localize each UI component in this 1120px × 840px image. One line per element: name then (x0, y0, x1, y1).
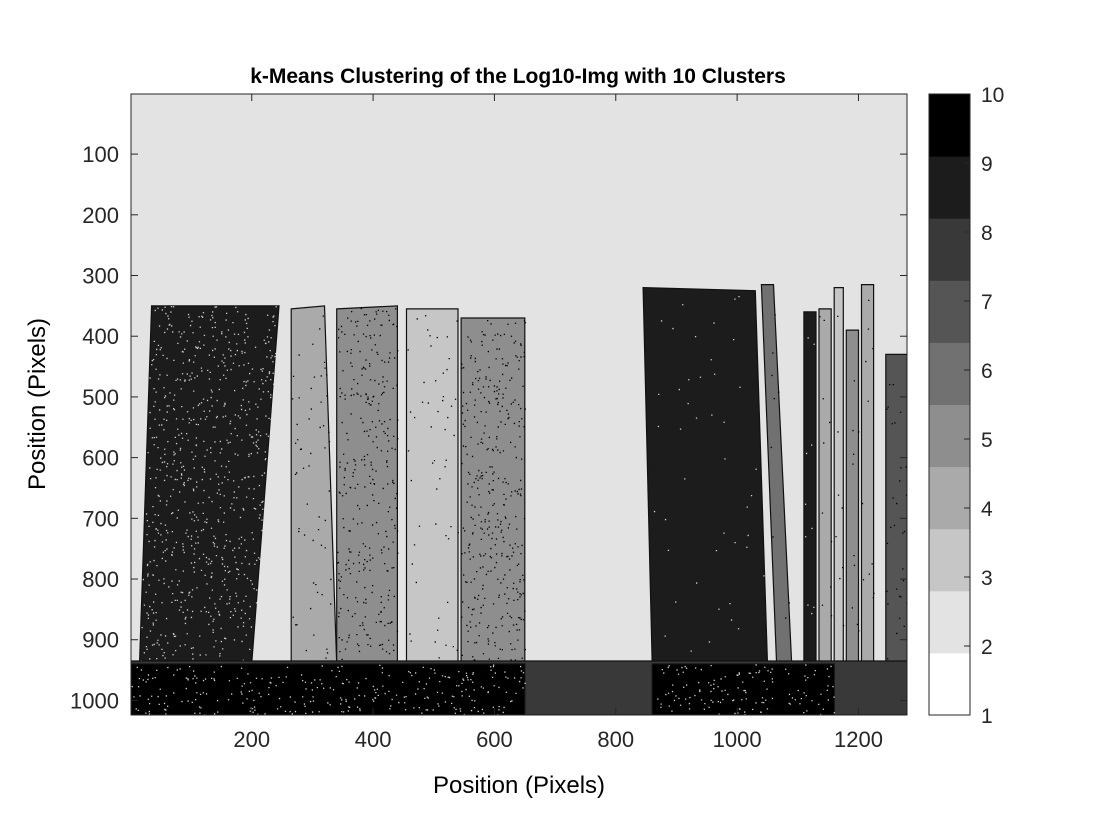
y-tick-label: 600 (82, 446, 119, 471)
y-tick-label: 700 (82, 506, 119, 531)
x-tick-label: 400 (355, 727, 392, 752)
plot-area (130, 93, 908, 716)
colorbar-tick-label: 1 (981, 705, 993, 728)
colorbar-tick-label: 3 (981, 567, 993, 590)
y-tick-label: 300 (82, 264, 119, 289)
cluster-region-edge-strip (885, 353, 907, 665)
cluster-region-floor-dark-right (651, 663, 835, 715)
colorbar-tick-label: 2 (981, 636, 993, 659)
y-tick-label: 900 (82, 628, 119, 653)
colorbar-segment (929, 342, 970, 405)
cluster-region-thin-spine-2 (803, 311, 817, 665)
y-axis-label: Position (Pixels) (24, 318, 51, 490)
y-tick-label: 1000 (70, 688, 119, 713)
colorbar: 1 2 3 4 5 6 7 8 9 10 (928, 84, 1004, 728)
colorbar-tick-label: 9 (981, 153, 993, 176)
colorbar-tick-label: 4 (981, 498, 993, 521)
x-axis-label: Position (Pixels) (433, 772, 605, 799)
y-tick-label: 400 (82, 324, 119, 349)
chart-title: k-Means Clustering of the Log10-Img with… (250, 65, 786, 88)
cluster-region-black-binder (642, 286, 769, 665)
colorbar-segment (929, 156, 970, 219)
y-tick-label: 100 (82, 142, 119, 167)
noise-speckle (819, 316, 833, 617)
colorbar-frame (928, 93, 971, 716)
y-tick-label: 800 (82, 567, 119, 592)
x-axis: 200 400 600 800 1000 1200 (233, 94, 883, 752)
colorbar-segment (929, 94, 970, 157)
cluster-region-thin-spine-3 (818, 308, 832, 665)
colorbar-segment (929, 652, 970, 716)
x-tick-label: 800 (597, 727, 634, 752)
noise-speckle (140, 306, 277, 666)
colorbar-tick-label: 6 (981, 360, 993, 383)
y-axis: 100 200 300 400 500 600 700 800 900 1000 (70, 142, 907, 713)
cluster-region-thin-spine-5 (845, 329, 860, 665)
colorbar-tick-label: 7 (981, 291, 993, 314)
colorbar-segment (929, 280, 970, 343)
cluster-region-thin-spine-6 (860, 284, 875, 665)
colorbar-segment (929, 404, 970, 468)
colorbar-segment (929, 528, 970, 592)
colorbar-segment (929, 466, 970, 530)
colorbar-tick-label: 5 (981, 429, 993, 452)
y-tick-label: 200 (82, 203, 119, 228)
cluster-region-light-book (405, 308, 459, 665)
colorbar-tick-label: 10 (981, 84, 1004, 107)
cluster-region-thin-spine-4 (833, 287, 844, 665)
colorbar-tick-label: 8 (981, 222, 993, 245)
x-tick-label: 600 (476, 727, 513, 752)
cluster-noise-dark-book-left (140, 306, 277, 666)
noise-speckle (291, 315, 332, 664)
x-tick-label: 200 (233, 727, 270, 752)
colorbar-segment (929, 590, 970, 654)
y-tick-label: 500 (82, 385, 119, 410)
cluster-noise-thin-spine-3 (819, 316, 833, 617)
cluster-noise-gray-book-1 (291, 315, 332, 664)
colorbar-segment (929, 218, 970, 281)
x-tick-label: 1200 (834, 727, 883, 752)
plot-frame (130, 93, 908, 716)
cluster-region-gray-book-2 (336, 305, 398, 665)
cluster-image (131, 94, 907, 715)
x-tick-label: 1000 (713, 727, 762, 752)
cluster-region-floor-dark-left (131, 663, 526, 715)
